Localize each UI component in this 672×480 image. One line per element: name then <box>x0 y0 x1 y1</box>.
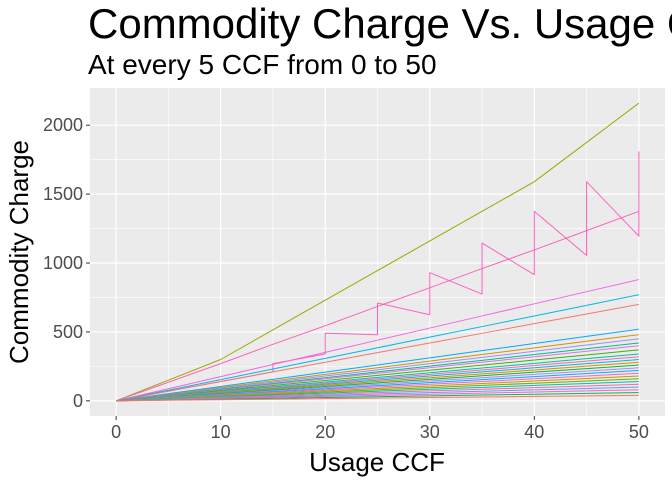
y-tick-label: 1500 <box>43 184 83 204</box>
series-line-11 <box>116 345 639 402</box>
y-tick-label: 0 <box>73 391 83 411</box>
minor-gridlines <box>90 88 665 416</box>
series-line-9 <box>116 338 639 402</box>
chart-title: Commodity Charge Vs. Usage CCF <box>88 0 672 47</box>
y-axis-label: Commodity Charge <box>4 140 34 364</box>
series-line-4 <box>116 279 639 402</box>
y-tick-label: 1000 <box>43 253 83 273</box>
series-line-8 <box>116 334 639 402</box>
x-tick-label: 20 <box>315 422 335 442</box>
x-tick-label: 50 <box>629 422 649 442</box>
series-lines <box>115 102 640 402</box>
series-line-1 <box>115 102 640 402</box>
series-line-28 <box>116 394 639 402</box>
series-line-12 <box>116 349 639 402</box>
x-axis-ticks: 0 10 20 30 40 50 <box>111 416 649 442</box>
x-tick-label: 30 <box>420 422 440 442</box>
chart-subtitle: At every 5 CCF from 0 to 50 <box>88 49 437 80</box>
y-tick-label: 2000 <box>43 115 83 135</box>
series-line-3 <box>116 151 640 402</box>
y-axis-ticks: 0 500 1000 1500 2000 <box>43 115 90 411</box>
series-line-5 <box>116 294 639 402</box>
series-line-6 <box>116 303 639 402</box>
series-line-7 <box>116 328 639 402</box>
x-tick-label: 40 <box>524 422 544 442</box>
x-tick-label: 0 <box>111 422 121 442</box>
major-gridlines <box>90 88 665 416</box>
x-axis-label: Usage CCF <box>309 447 445 477</box>
y-tick-label: 500 <box>53 322 83 342</box>
x-tick-label: 10 <box>211 422 231 442</box>
